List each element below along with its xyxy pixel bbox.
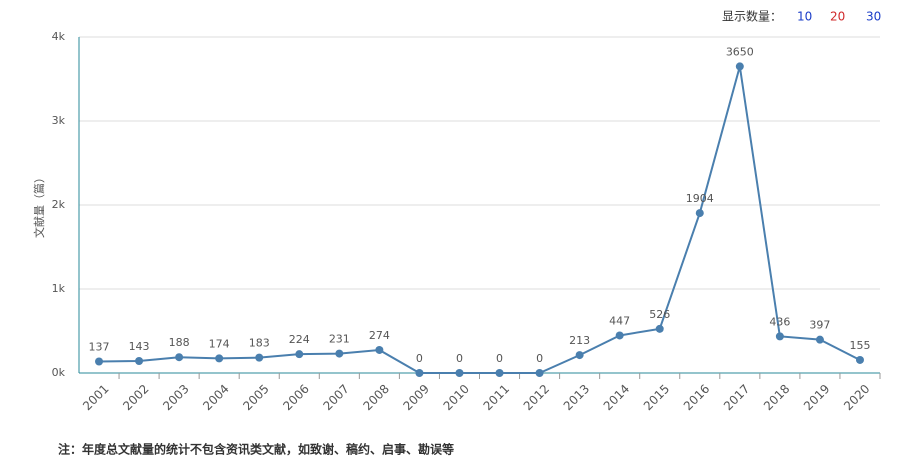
data-point	[95, 357, 104, 366]
x-tick-label: 2008	[360, 382, 391, 413]
y-tick-label: 1k	[52, 282, 66, 295]
x-tick-label: 2015	[641, 382, 672, 413]
data-point	[495, 369, 504, 377]
data-label: 224	[289, 333, 310, 346]
option-30[interactable]: 30	[866, 10, 881, 24]
data-point	[815, 335, 824, 344]
x-tick-label: 2001	[80, 382, 111, 413]
x-tick-label: 2006	[280, 382, 311, 413]
data-point	[855, 355, 864, 364]
data-label: 137	[89, 340, 110, 353]
controls-label: 显示数量：	[722, 9, 782, 24]
x-tick-label: 2004	[200, 382, 231, 413]
option-20[interactable]: 20	[830, 10, 845, 24]
x-tick-label: 2007	[320, 382, 351, 413]
option-10[interactable]: 10	[797, 10, 812, 24]
data-label: 526	[649, 308, 670, 321]
x-tick-label: 2011	[481, 382, 512, 413]
data-point	[615, 331, 624, 340]
x-tick-label: 2014	[601, 382, 632, 413]
y-axis-title: 文献量（篇）	[32, 172, 46, 238]
x-tick-label: 2016	[681, 382, 712, 413]
data-point	[535, 369, 544, 377]
data-point	[695, 209, 704, 218]
data-point	[455, 369, 464, 377]
data-point	[335, 349, 344, 358]
data-label: 143	[129, 340, 150, 353]
data-label: 3650	[726, 45, 754, 58]
data-label: 1904	[686, 192, 714, 205]
data-point	[655, 324, 664, 333]
y-tick-label: 2k	[52, 198, 66, 211]
data-point	[295, 350, 304, 359]
data-point	[575, 351, 584, 360]
y-tick-label: 3k	[52, 114, 66, 127]
data-point	[135, 356, 144, 365]
x-tick-label: 2019	[801, 382, 832, 413]
y-tick-label: 0k	[52, 366, 66, 379]
y-tick-label: 4k	[52, 30, 66, 43]
x-tick-label: 2018	[761, 382, 792, 413]
data-point	[255, 353, 264, 362]
data-label: 155	[849, 339, 870, 352]
data-label: 174	[209, 337, 230, 350]
x-tick-label: 2017	[721, 382, 752, 413]
data-label: 0	[416, 352, 423, 365]
data-point	[175, 353, 184, 362]
data-label: 231	[329, 333, 350, 346]
data-label: 0	[496, 352, 503, 365]
x-tick-label: 2012	[521, 382, 552, 413]
data-label: 274	[369, 329, 390, 342]
x-tick-label: 2005	[240, 382, 271, 413]
data-label: 447	[609, 314, 630, 327]
note: 注：年度总文献量的统计不包含资讯类文献，如致谢、稿约、启事、勘误等	[58, 442, 454, 457]
data-label: 188	[169, 336, 190, 349]
x-tick-label: 2010	[441, 382, 472, 413]
data-label: 436	[769, 315, 790, 328]
x-tick-label: 2002	[120, 382, 151, 413]
data-label: 397	[809, 319, 830, 332]
x-tick-label: 2009	[401, 382, 432, 413]
data-label: 0	[536, 352, 543, 365]
data-point	[415, 369, 424, 377]
x-tick-label: 2003	[160, 382, 191, 413]
data-label: 183	[249, 337, 270, 350]
x-tick-label: 2013	[561, 382, 592, 413]
data-label: 0	[456, 352, 463, 365]
x-tick-label: 2020	[841, 382, 872, 413]
data-label: 213	[569, 334, 590, 347]
data-line	[99, 66, 861, 374]
data-point	[215, 354, 224, 363]
data-point	[775, 332, 784, 341]
data-point	[375, 345, 384, 354]
data-point	[735, 62, 744, 71]
